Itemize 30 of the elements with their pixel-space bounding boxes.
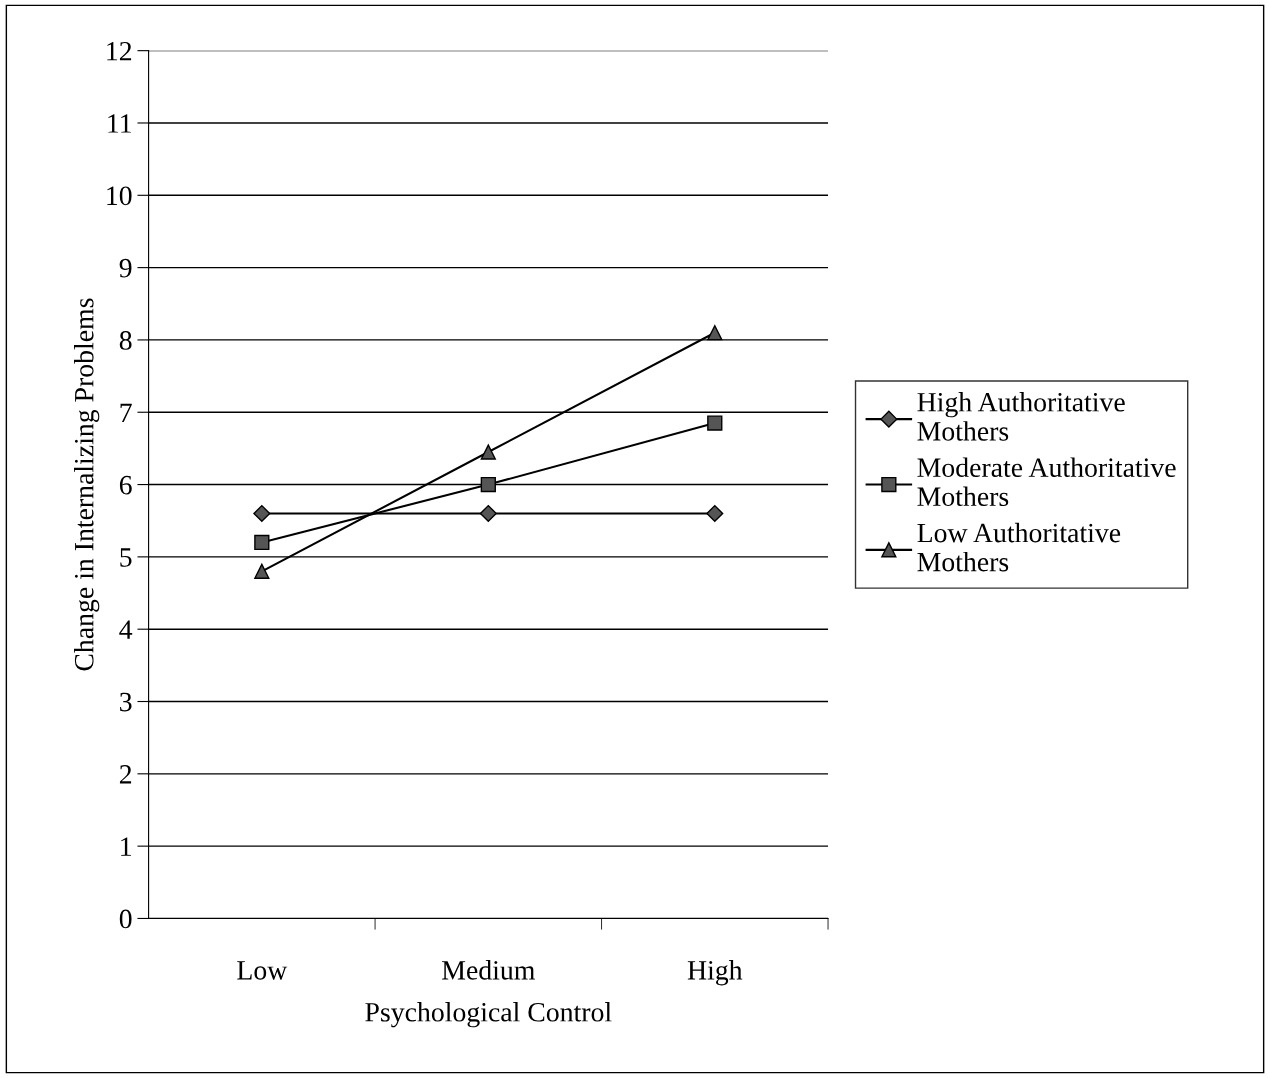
y-tick-label: 1 [121, 837, 131, 856]
point [480, 444, 496, 460]
legend-label: High Authoritative Mothers [917, 392, 1125, 441]
x-tick-label: Medium [442, 960, 535, 980]
y-tick-label: 3 [120, 692, 132, 712]
legend-label: Moderate Authoritative Mothers [917, 457, 1176, 507]
y-tick-label: 5 [120, 548, 132, 567]
y-tick-label: 7 [120, 403, 132, 422]
point [479, 504, 497, 523]
y-tick-label: 0 [119, 909, 132, 929]
y-tick-label: 10 [107, 186, 132, 206]
point [707, 325, 723, 341]
x-axis-title: Psychological Control [365, 1002, 612, 1028]
y-tick-label: 8 [119, 331, 132, 350]
y-tick-label: 9 [119, 258, 132, 278]
legend-label: Low Authoritative Mothers [917, 522, 1121, 572]
x-tick-label: High [687, 960, 743, 986]
y-tick-label: 6 [119, 475, 132, 495]
point [706, 504, 724, 523]
y-tick-label: 4 [119, 620, 133, 639]
point [254, 563, 270, 579]
y-tick-label: 12 [107, 41, 132, 61]
y-axis-title: Change in Internalizing Problems [74, 298, 100, 671]
x-tick-label: Low [237, 961, 288, 980]
point [707, 415, 723, 431]
point [254, 534, 270, 551]
y-tick-label: 2 [119, 765, 132, 784]
point [253, 504, 271, 523]
point [480, 476, 496, 493]
y-tick-label: 11 [108, 114, 131, 133]
